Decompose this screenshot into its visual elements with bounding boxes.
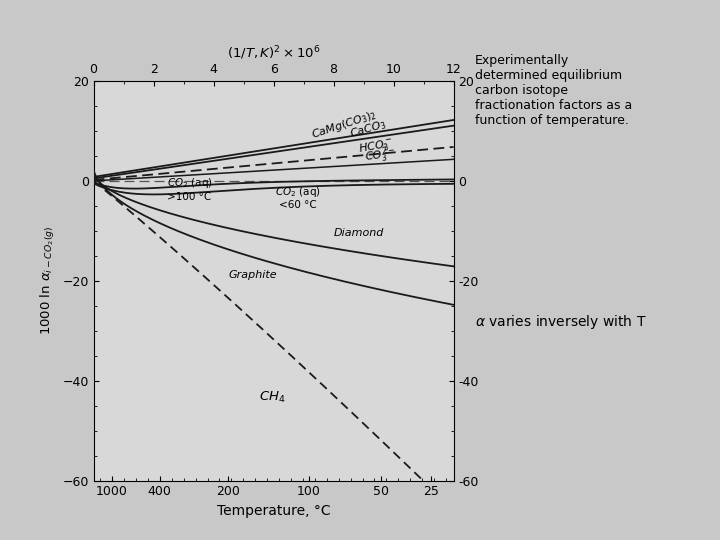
Text: Graphite: Graphite (229, 271, 277, 280)
Text: $CH_4$: $CH_4$ (258, 390, 285, 405)
Text: $CaMg(CO_3)_2$: $CaMg(CO_3)_2$ (310, 108, 379, 143)
Text: Experimentally
determined equilibrium
carbon isotope
fractionation factors as a
: Experimentally determined equilibrium ca… (475, 54, 632, 127)
Text: $CO_2$ (aq)
<60 °C: $CO_2$ (aq) <60 °C (275, 185, 320, 211)
Text: Diamond: Diamond (333, 228, 384, 238)
Y-axis label: 1000 ln $\alpha_{i-CO_2(g)}$: 1000 ln $\alpha_{i-CO_2(g)}$ (39, 226, 57, 335)
Text: $CO_3^{2-}$: $CO_3^{2-}$ (364, 144, 397, 167)
Text: $\alpha$ varies inversely with T: $\alpha$ varies inversely with T (475, 313, 647, 331)
Text: $HCO_3^-$: $HCO_3^-$ (358, 136, 395, 157)
X-axis label: Temperature, °C: Temperature, °C (217, 504, 330, 518)
Text: $CO_2$ (aq)
>100 °C: $CO_2$ (aq) >100 °C (167, 176, 212, 202)
Text: $CaCO_3$: $CaCO_3$ (348, 117, 388, 141)
X-axis label: $(1/T, K)^2 \times 10^6$: $(1/T, K)^2 \times 10^6$ (227, 44, 320, 62)
